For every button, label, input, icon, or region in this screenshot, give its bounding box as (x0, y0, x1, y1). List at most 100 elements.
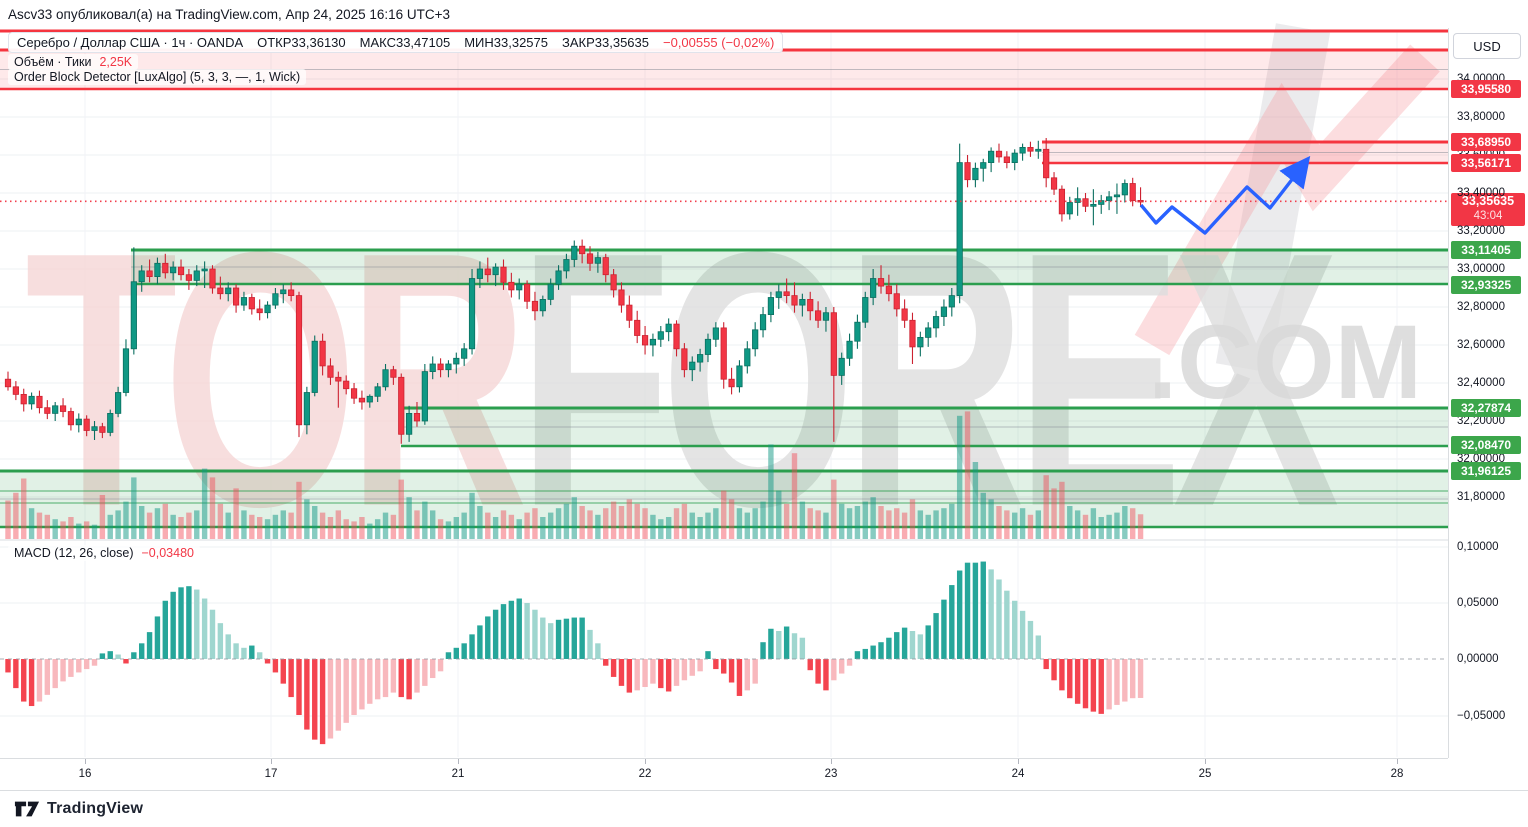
volume-bar (941, 508, 947, 539)
time-axis[interactable]: 16 17 21 22 23 24 25 28 (0, 758, 1448, 791)
candle-body (406, 412, 413, 435)
last-price-label: 33,35635 43:04 (1451, 193, 1525, 226)
macd-bar (831, 659, 837, 681)
candle-body (956, 162, 963, 297)
volume-bar (870, 497, 876, 539)
volume-bar (398, 479, 404, 539)
candle-body (492, 266, 499, 276)
level-price-label: 32,27874 (1451, 399, 1521, 417)
volume-bar (241, 510, 247, 539)
symbol-title: Серебро / Доллар США · 1ч · OANDA (17, 35, 244, 50)
volume-bar (658, 519, 664, 539)
candle-body (586, 253, 594, 264)
volume-bar (610, 501, 617, 539)
candle-body (539, 298, 546, 312)
volume-bar (1043, 475, 1049, 539)
candle-body (390, 369, 397, 378)
volume-bar (390, 514, 397, 539)
volume-bar (249, 514, 255, 539)
volume-bar (547, 512, 554, 539)
macd-bar (838, 659, 845, 674)
time-label: 28 (1390, 768, 1404, 780)
candle-body (374, 386, 381, 397)
candle-body (523, 283, 531, 302)
macd-bar (256, 652, 263, 659)
chart-canvas[interactable]: TORFOREX.COM (0, 0, 1528, 790)
macd-bar (60, 659, 66, 682)
macd-legend[interactable]: MACD (12, 26, close) −0,03480 (8, 545, 200, 561)
candles (4, 137, 1144, 444)
candle-body (461, 348, 468, 359)
tradingview-wordmark[interactable]: TradingView (47, 800, 144, 817)
macd-bar (437, 659, 444, 672)
volume-bar (414, 510, 420, 539)
candle-body (130, 281, 137, 350)
volume-bar (1090, 508, 1097, 539)
candle-body (36, 395, 43, 409)
candle-body (948, 295, 955, 308)
macd-bar (878, 642, 884, 659)
macd-tick: −0,05000 (1457, 710, 1506, 722)
macd-bar (272, 659, 279, 673)
volume-bar (1122, 506, 1128, 539)
macd-bar (956, 570, 963, 659)
volume-bar (83, 521, 90, 539)
macd-bar (304, 659, 310, 730)
projection-arrow[interactable] (1139, 155, 1311, 235)
price-tick: 33,00000 (1457, 263, 1505, 275)
macd-bar (13, 659, 19, 689)
candle-body (775, 291, 782, 298)
macd-bar (862, 648, 868, 659)
volume-bar (760, 501, 766, 539)
candle-body (445, 363, 452, 371)
volume-bar (1082, 514, 1089, 539)
volume-legend[interactable]: Объём · Тики 2,25K (8, 54, 139, 70)
candle-body (343, 380, 350, 390)
symbol-legend[interactable]: Серебро / Доллар США · 1ч · OANDA ОТКР33… (8, 32, 784, 53)
macd-bar (1012, 600, 1018, 659)
volume-bar (492, 517, 499, 539)
macd-bar (901, 627, 908, 659)
macd-bar (390, 659, 397, 693)
candle-body (759, 314, 767, 331)
volume-bar (1098, 517, 1104, 539)
tradingview-logo-icon[interactable] (14, 800, 40, 818)
candle-body (1129, 183, 1136, 202)
price-scale[interactable]: USD 33,35635 43:04 34,0000033,8000033,60… (1448, 28, 1528, 758)
macd-bar (658, 659, 664, 689)
macd-bar (1137, 659, 1144, 698)
macd-bar (83, 659, 90, 670)
candle-body (744, 348, 751, 367)
candle-body (649, 338, 657, 346)
macd-bar (1059, 659, 1065, 691)
macd-bar (430, 659, 436, 679)
candle-body (177, 266, 185, 276)
volume-bar (618, 506, 625, 539)
candle-body (335, 376, 342, 382)
macd-bar (382, 659, 389, 698)
macd-bar (713, 659, 719, 670)
volume-bar (351, 521, 357, 539)
volume-bar (728, 499, 735, 539)
macd-bar (209, 609, 216, 659)
candle-body (752, 329, 759, 350)
volume-bar (1074, 510, 1081, 539)
volume-bar (374, 519, 381, 539)
candle-body (579, 245, 586, 255)
currency-toggle[interactable]: USD (1453, 33, 1521, 59)
volume-bar (603, 508, 609, 539)
volume-bar (783, 503, 790, 539)
macd-bar (1043, 659, 1049, 670)
last-price-value: 33,35635 (1461, 194, 1515, 208)
volume-bar (288, 512, 294, 539)
candle-body (319, 340, 326, 367)
candle-body (964, 162, 971, 181)
volume-bar (99, 495, 106, 539)
macd-bar (949, 585, 955, 659)
volume-bar (233, 488, 239, 539)
time-tick-mark (271, 759, 272, 764)
volume-bar (264, 519, 271, 539)
macd-bar (799, 637, 806, 659)
orderblock-indicator-legend[interactable]: Order Block Detector [LuxAlgo] (5, 3, 3,… (8, 69, 307, 85)
level-price-label: 32,93325 (1451, 276, 1521, 294)
